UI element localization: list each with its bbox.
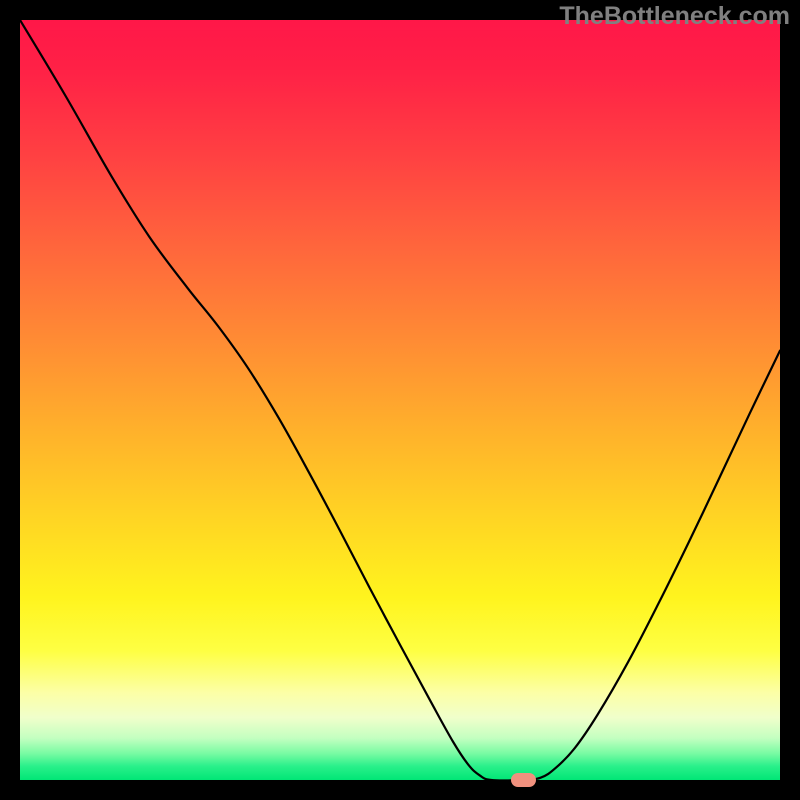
chart-root: TheBottleneck.com bbox=[0, 0, 800, 800]
plot-background bbox=[20, 20, 780, 780]
plot-svg bbox=[20, 20, 780, 780]
plot-area bbox=[20, 20, 780, 780]
watermark-text: TheBottleneck.com bbox=[559, 2, 790, 31]
optimal-marker bbox=[511, 773, 536, 787]
